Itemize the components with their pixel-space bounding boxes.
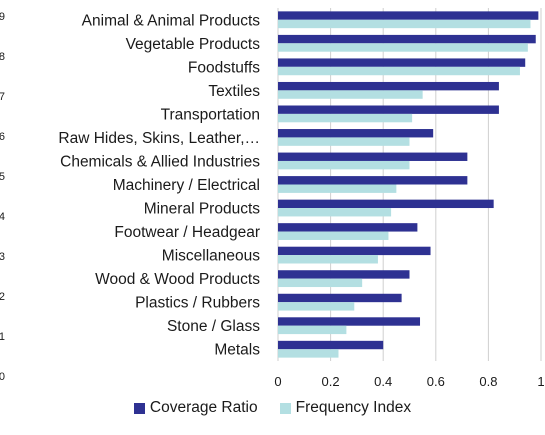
- bar-coverage-ratio: [278, 34, 536, 44]
- bar-frequency-index: [278, 43, 528, 52]
- category-label: Wood & Wood Products: [95, 271, 260, 288]
- bar-frequency-index: [278, 160, 410, 170]
- x-tick-label: 0.8: [479, 374, 497, 389]
- x-tick-label: 0.2: [322, 374, 340, 389]
- left-edge-label: 4: [0, 211, 5, 223]
- bar-frequency-index: [278, 90, 423, 99]
- bar-frequency-index: [278, 302, 355, 311]
- bar-frequency-index: [278, 278, 363, 288]
- legend-swatch-coverage-ratio: [133, 402, 145, 414]
- category-label: Raw Hides, Skins, Leather,…: [58, 130, 260, 147]
- bar-coverage-ratio: [278, 176, 468, 185]
- legend-label-frequency-index: Frequency Index: [295, 399, 412, 416]
- bar-coverage-ratio: [278, 223, 418, 232]
- category-label: Plastics / Rubbers: [135, 295, 260, 312]
- bar-frequency-index: [278, 137, 410, 146]
- category-label: Metals: [214, 342, 260, 359]
- bar-frequency-index: [278, 19, 531, 29]
- bar-coverage-ratio: [278, 293, 402, 303]
- category-labels: Animal & Animal Products Vegetable Produc…: [58, 12, 260, 358]
- legend-swatch-frequency-index: [279, 402, 291, 414]
- bar-coverage-ratio: [278, 11, 539, 20]
- category-label: Chemicals & Allied Industries: [60, 153, 260, 170]
- category-label: Machinery / Electrical: [113, 177, 260, 194]
- bar-frequency-index: [278, 231, 389, 240]
- left-edge-label: 6: [0, 131, 5, 143]
- x-tick-label: 1: [537, 374, 544, 389]
- bar-coverage-ratio: [278, 152, 468, 161]
- bar-frequency-index: [278, 349, 339, 358]
- bar-coverage-ratio: [278, 270, 410, 279]
- bar-frequency-index: [278, 325, 347, 335]
- bar-coverage-ratio: [278, 105, 499, 114]
- legend-item-frequency-index: Frequency Index: [279, 399, 412, 417]
- category-label: Foodstuffs: [188, 59, 260, 76]
- bar-coverage-ratio: [278, 317, 421, 326]
- category-label: Mineral Products: [144, 201, 261, 218]
- legend: Coverage Ratio Frequency Index: [0, 399, 545, 417]
- bar-coverage-ratio: [278, 81, 499, 91]
- bar-coverage-ratio: [278, 246, 431, 256]
- left-edge-label: 9: [0, 11, 5, 23]
- category-label: Transportation: [161, 106, 260, 123]
- left-edge-label: 0: [0, 371, 5, 383]
- category-label: Miscellaneous: [162, 248, 260, 265]
- left-edge-label: 8: [0, 51, 5, 63]
- left-edge-label: 5: [0, 171, 5, 183]
- x-tick-label: 0.4: [374, 374, 392, 389]
- bar-coverage-ratio: [278, 199, 494, 209]
- bar-frequency-index: [278, 208, 392, 217]
- left-edge-labels: 9 8 7 6 5 4 3 2 1 0: [0, 11, 5, 383]
- category-label: Textiles: [208, 83, 260, 100]
- left-edge-label: 1: [0, 331, 5, 343]
- left-edge-label: 3: [0, 251, 5, 263]
- bar-coverage-ratio: [278, 58, 526, 67]
- bar-frequency-index: [278, 66, 520, 76]
- x-tick-label: 0: [274, 374, 281, 389]
- legend-label-coverage-ratio: Coverage Ratio: [149, 399, 258, 416]
- category-label: Animal & Animal Products: [82, 12, 261, 29]
- legend-item-coverage-ratio: Coverage Ratio: [133, 399, 258, 417]
- bar-frequency-index: [278, 184, 397, 193]
- x-tick-label: 0.6: [427, 374, 445, 389]
- category-label: Footwear / Headgear: [114, 224, 260, 241]
- bar-coverage-ratio: [278, 340, 384, 350]
- bar-coverage-ratio: [278, 129, 434, 138]
- left-edge-label: 7: [0, 91, 5, 103]
- category-label: Stone / Glass: [167, 318, 260, 335]
- bars-group: [278, 11, 539, 358]
- bar-frequency-index: [278, 255, 378, 264]
- left-edge-label: 2: [0, 291, 5, 303]
- bar-frequency-index: [278, 113, 413, 123]
- x-tick-labels: 0 0.2 0.4 0.6 0.8 1: [274, 374, 544, 389]
- category-label: Vegetable Products: [126, 36, 261, 53]
